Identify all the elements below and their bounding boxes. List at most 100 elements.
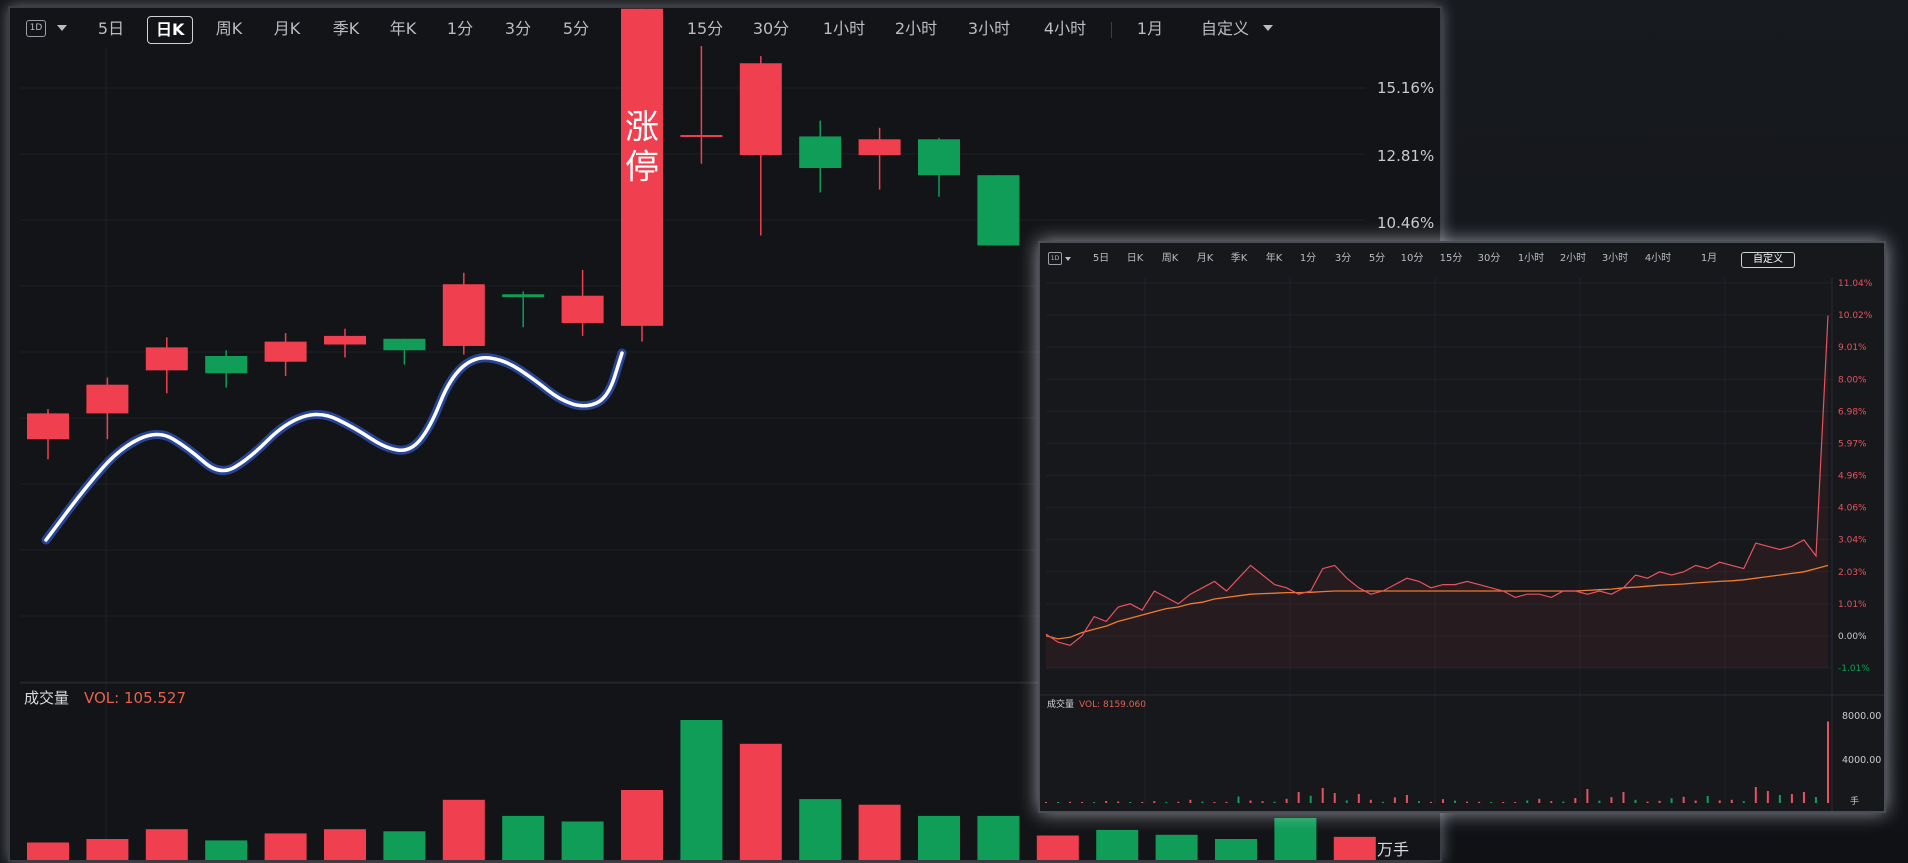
inset-y-tick-label: 9.01% xyxy=(1838,343,1867,353)
inset-volume-bar xyxy=(1778,795,1781,803)
inset-period-tab[interactable]: 季K xyxy=(1230,253,1248,264)
chevron-down-icon[interactable] xyxy=(1065,257,1071,261)
candle-body xyxy=(858,139,901,156)
candlestick-chart: 15.16% 12.81% 10.46% 涨停 成交量 VOL: 105.527 万… xyxy=(20,8,1440,860)
inset-period-tab[interactable]: 日K xyxy=(1126,253,1144,264)
inset-volume-bar xyxy=(1081,802,1084,803)
inset-volume-bar xyxy=(1261,801,1264,803)
inset-period-tab[interactable]: 月K xyxy=(1196,253,1214,264)
inset-volume-value: VOL: 8159.060 xyxy=(1079,700,1146,710)
inset-volume-bar xyxy=(1814,797,1817,803)
inset-volume-bar xyxy=(1213,802,1216,803)
intraday-chart: 11.04% 10.02% 9.01% 8.00% 6.98% 5.97% 4.96% 4.0… xyxy=(1040,278,1884,811)
inset-period-tab[interactable]: 1月 xyxy=(1700,253,1718,264)
inset-period-tab[interactable]: 3小时 xyxy=(1601,253,1629,264)
inset-volume-bar xyxy=(1201,801,1204,803)
inset-y-tick-label: 11.04% xyxy=(1838,279,1873,289)
inset-period-tab[interactable]: 10分 xyxy=(1400,253,1424,264)
volume-bar xyxy=(1036,835,1079,860)
period-toolbar: 1D 5日日K周K月K季K年K1分3分5分10分15分30分1小时2小时3小时4… xyxy=(10,8,1440,48)
volume-bar xyxy=(145,829,188,860)
period-tab[interactable]: 1月 xyxy=(1136,19,1164,38)
inset-y-tick-label: 5.97% xyxy=(1838,439,1867,449)
period-tab[interactable]: 周K xyxy=(215,19,243,38)
inset-period-tab[interactable]: 1分 xyxy=(1299,253,1317,264)
period-tab[interactable]: 5分 xyxy=(562,19,590,38)
limit-up-char: 停 xyxy=(625,148,659,188)
period-tab[interactable]: 年K xyxy=(389,19,417,38)
inset-period-tab[interactable]: 2小时 xyxy=(1559,253,1587,264)
chevron-down-icon[interactable] xyxy=(57,25,67,31)
avg-price-line xyxy=(1045,564,1829,640)
volume-bar xyxy=(86,839,129,860)
candle-body xyxy=(205,355,248,374)
inset-volume-bar xyxy=(1442,799,1445,803)
inset-period-tab[interactable]: 5日 xyxy=(1092,253,1110,264)
inset-volume-bar xyxy=(1117,801,1120,803)
inset-volume-bar xyxy=(1249,800,1252,803)
chevron-down-icon[interactable] xyxy=(1263,25,1273,31)
inset-volume-bar xyxy=(1634,799,1637,803)
y-tick-label: 10.46% xyxy=(1377,214,1434,232)
inset-volume-bar xyxy=(1393,797,1396,803)
y-tick-label: 12.81% xyxy=(1377,147,1434,165)
volume-bar xyxy=(621,790,663,860)
volume-bar xyxy=(561,821,604,860)
inset-y-tick-label: 4.96% xyxy=(1838,472,1867,482)
inset-volume-bar xyxy=(1754,787,1757,803)
period-tab[interactable]: 3小时 xyxy=(967,19,1011,38)
inset-period-tab[interactable]: 自定义 xyxy=(1741,252,1795,268)
inset-volume-bar xyxy=(1333,793,1336,803)
inset-y-tick-label: -1.01% xyxy=(1838,664,1870,674)
inset-period-tab[interactable]: 3分 xyxy=(1334,253,1352,264)
inset-volume-bar xyxy=(1802,792,1805,803)
period-tab[interactable]: 15分 xyxy=(686,19,724,38)
candle-body xyxy=(621,8,663,326)
inset-volume-bar xyxy=(1309,795,1312,803)
candle-body xyxy=(383,338,426,351)
inset-volume-bar xyxy=(1622,792,1625,803)
inset-volume-bar xyxy=(1321,788,1324,803)
inset-volume-bar xyxy=(1610,797,1613,803)
inset-period-tab[interactable]: 15分 xyxy=(1439,253,1463,264)
inset-volume-bar xyxy=(1454,800,1457,803)
inset-period-badge[interactable]: 1D xyxy=(1048,252,1062,265)
period-tab[interactable]: 3分 xyxy=(504,19,532,38)
inset-volume-bar xyxy=(1526,800,1529,803)
period-tab[interactable]: 2小时 xyxy=(894,19,938,38)
inset-volume-bar xyxy=(1141,802,1144,803)
inset-period-tab[interactable]: 30分 xyxy=(1477,253,1501,264)
volume-unit: 万手 xyxy=(1377,840,1409,859)
intraday-inset-panel: 1D 5日 日K 周K 月K 季K 年K 1分 3分 5分 10分 15分 30分 1小时 2小时 3小时 4… xyxy=(1038,241,1886,813)
period-tab[interactable]: 1分 xyxy=(446,19,474,38)
period-tab[interactable]: 自定义 xyxy=(1201,19,1250,38)
candle-body xyxy=(561,295,604,323)
period-tab[interactable]: 30分 xyxy=(752,19,790,38)
volume-bar xyxy=(918,815,960,860)
period-tab[interactable]: 1小时 xyxy=(822,19,866,38)
inset-volume-tick: 8000.00 xyxy=(1842,711,1881,722)
inset-y-tick-label: 8.00% xyxy=(1838,375,1867,385)
period-badge[interactable]: 1D xyxy=(26,20,46,37)
inset-volume-bar xyxy=(1586,789,1589,803)
inset-volume-bar xyxy=(1369,799,1372,803)
inset-period-tab[interactable]: 周K xyxy=(1161,253,1179,264)
inset-volume-bar xyxy=(1766,791,1769,803)
inset-volume-bar xyxy=(1429,801,1432,803)
period-tab[interactable]: 4小时 xyxy=(1043,19,1087,38)
candle-body xyxy=(680,135,723,137)
inset-period-tab[interactable]: 4小时 xyxy=(1644,253,1672,264)
period-tab[interactable]: 5日 xyxy=(97,19,125,38)
inset-period-tab[interactable]: 1小时 xyxy=(1517,253,1545,264)
period-tab[interactable]: 月K xyxy=(273,19,301,38)
candle-body xyxy=(86,384,129,414)
period-tab[interactable]: 季K xyxy=(332,19,360,38)
inset-volume-bar xyxy=(1730,799,1733,803)
candle-body xyxy=(918,139,960,176)
price-line xyxy=(1045,315,1829,646)
inset-period-tab[interactable]: 5分 xyxy=(1368,253,1386,264)
inset-period-tab[interactable]: 年K xyxy=(1265,253,1283,264)
inset-volume-bar xyxy=(1718,800,1721,803)
period-tab[interactable]: 日K xyxy=(147,16,193,44)
inset-volume-bar xyxy=(1273,801,1276,803)
